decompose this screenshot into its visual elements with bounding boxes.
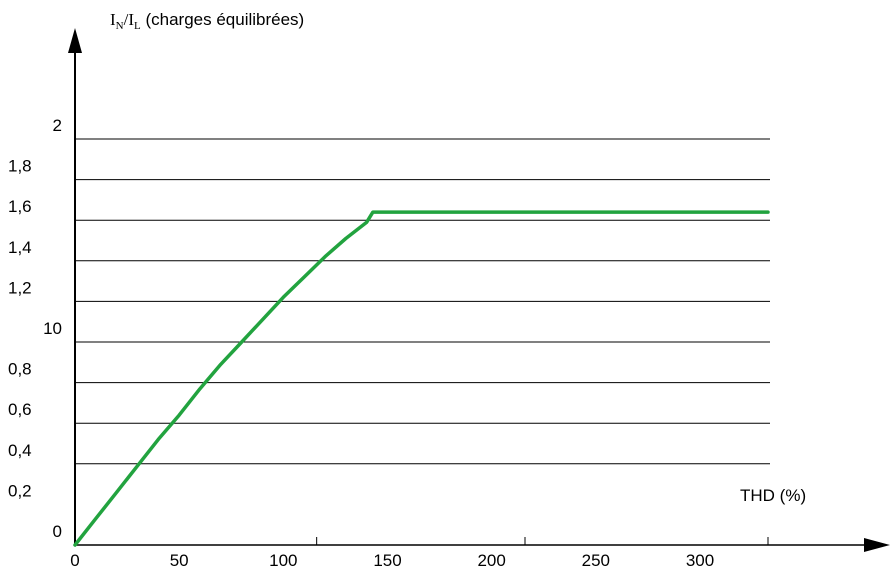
x-tick-label: 300 <box>686 551 714 569</box>
x-tick-label: 0 <box>70 551 79 569</box>
x-tick-label: 50 <box>170 551 189 569</box>
x-tick-label: 200 <box>477 551 505 569</box>
y-label-sub1: N <box>116 20 124 32</box>
y-tick-label: 1,6 <box>8 197 32 216</box>
x-tick-label: 250 <box>582 551 610 569</box>
x-tick-labels: 0 50 100 150 200 250 300 <box>70 551 714 569</box>
y-tick-label: 10 <box>43 319 62 338</box>
grid-lines <box>75 138 770 465</box>
y-tick-label: 0 <box>53 522 62 541</box>
y-label-main: I <box>110 10 116 29</box>
y-tick-label: 0,8 <box>8 360 32 379</box>
y-label-sep: /I <box>124 10 135 29</box>
x-axis-arrow-icon <box>864 538 890 552</box>
y-label-rest: (charges équilibrées) <box>141 10 304 29</box>
series-line <box>73 210 770 547</box>
y-tick-label: 1,4 <box>8 238 32 257</box>
y-tick-label: 1,8 <box>8 157 32 176</box>
series <box>73 210 770 547</box>
y-tick-labels: 0 0,2 0,4 0,6 0,8 10 1,2 1,4 1,6 1,8 2 <box>8 116 62 541</box>
y-tick-label: 0,6 <box>8 400 32 419</box>
x-tick-marks <box>316 537 769 545</box>
y-label-sub2: L <box>134 20 141 32</box>
y-axis-label: IN/IL (charges équilibrées) <box>110 10 304 32</box>
y-axis-arrow-icon <box>68 28 82 53</box>
axes <box>68 28 890 552</box>
y-tick-label: 0,4 <box>8 441 32 460</box>
y-tick-label: 0,2 <box>8 481 32 500</box>
x-tick-label: 100 <box>269 551 297 569</box>
x-axis-label: THD (%) <box>740 486 806 505</box>
y-tick-label: 1,2 <box>8 278 32 297</box>
x-tick-label: 150 <box>373 551 401 569</box>
y-tick-label: 2 <box>53 116 62 135</box>
